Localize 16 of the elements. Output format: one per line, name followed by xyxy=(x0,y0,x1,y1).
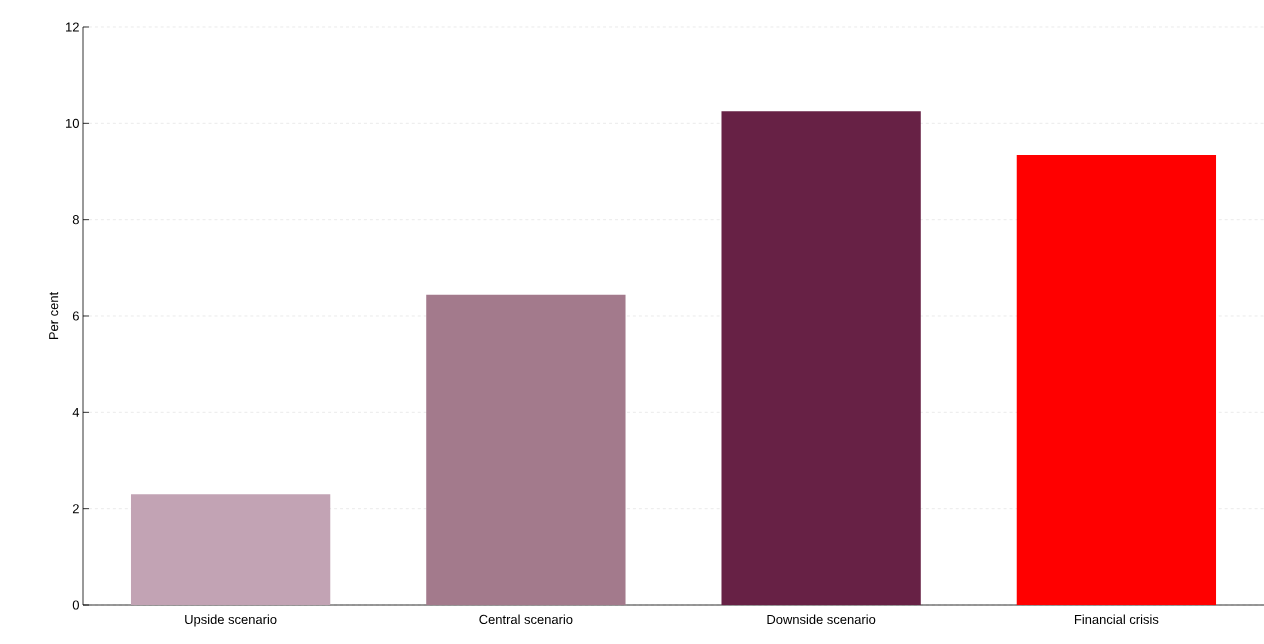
bar xyxy=(721,111,921,605)
y-tick-label: 2 xyxy=(72,504,79,514)
bar xyxy=(130,494,331,605)
bar xyxy=(426,294,626,605)
y-tick-label: 12 xyxy=(66,22,79,32)
y-tick-label: 6 xyxy=(72,311,79,321)
x-tick-label: Downside scenario xyxy=(767,614,876,625)
y-axis-title: Per cent xyxy=(49,292,59,340)
y-tick-label: 0 xyxy=(72,600,79,610)
y-tick-label: 10 xyxy=(66,118,79,128)
x-tick-label: Central scenario xyxy=(479,614,573,625)
x-tick-label: Financial crisis xyxy=(1074,614,1159,625)
bar xyxy=(1016,155,1217,605)
y-tick-label: 4 xyxy=(72,407,80,417)
x-tick-label: Upside scenario xyxy=(185,614,277,627)
y-tick-label: 8 xyxy=(72,215,79,225)
